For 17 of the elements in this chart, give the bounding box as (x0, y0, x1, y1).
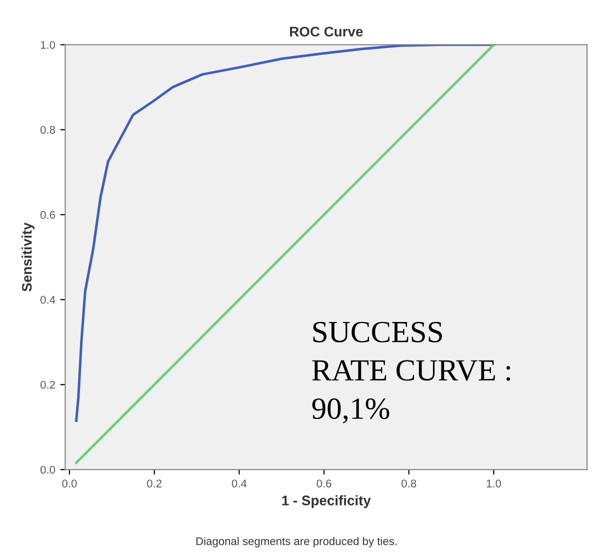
y-tick-label: 0.8 (40, 126, 56, 134)
y-tick-label: 0.4 (40, 296, 56, 304)
x-tick-label: 0.0 (62, 480, 77, 488)
y-tick-label: 0.0 (40, 466, 56, 474)
x-tick-label: 0.8 (402, 480, 416, 488)
y-tick-label: 0.2 (40, 380, 55, 389)
text: Diagonal segments are produced by ties. (196, 536, 396, 548)
x-tick-label: 0.6 (316, 480, 332, 488)
y-tick-label: 0.6 (40, 210, 56, 219)
x-tick-label: 0.4 (232, 480, 247, 488)
chart-title: ROC Curve (290, 26, 363, 37)
x-tick-label: 1.0 (486, 480, 502, 488)
y-axis-title: Sensitivity (22, 222, 35, 292)
x-tick-label: 0.2 (147, 480, 162, 488)
annotation: SUCCESS RATE CURVE : 90,1% (312, 322, 510, 424)
x-axis-title: 1 - Specificity (282, 495, 371, 508)
y-tick-label: 1.0 (40, 40, 56, 49)
